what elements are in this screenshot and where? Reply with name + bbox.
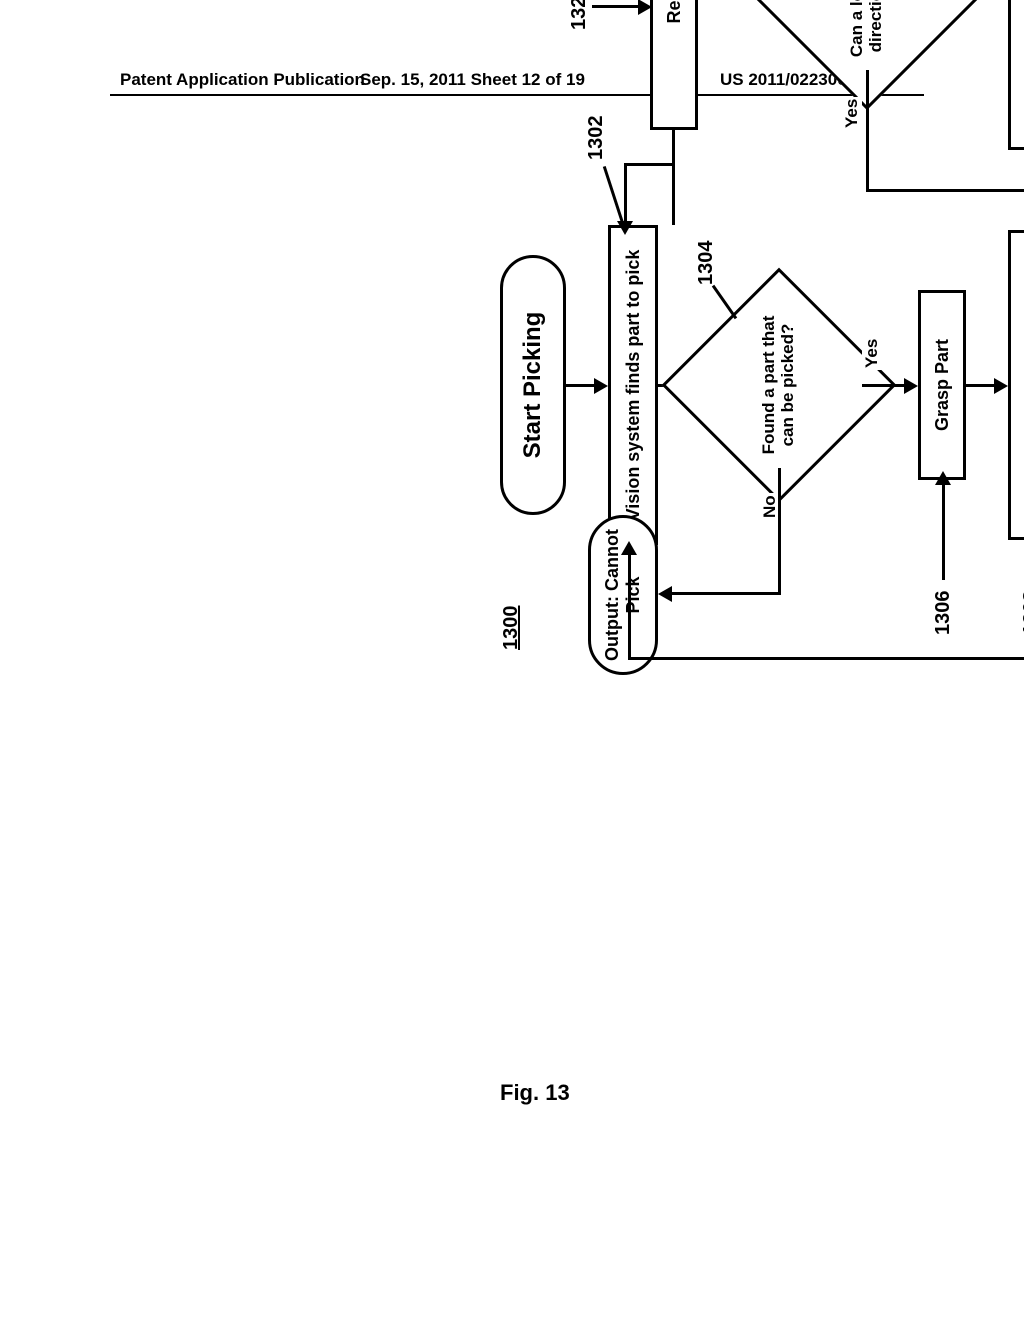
node-movepart: Move part to remove it from bin (1008, 230, 1024, 540)
node-lowres: Can a low resistance direction be found? (770, 0, 964, 70)
node-grasp: Grasp Part (918, 290, 966, 480)
label-yes: Yes (862, 337, 882, 370)
ref-1306: 1306 (932, 591, 955, 636)
arrow-icon (904, 378, 918, 394)
ref-1320: 1320 (568, 0, 591, 30)
figure-caption: Fig. 13 (500, 1080, 570, 1106)
ref-1308: 1308 (1020, 591, 1024, 636)
node-start-label: Start Picking (519, 312, 547, 459)
node-release: Release part (650, 0, 698, 130)
arrow-icon (638, 0, 652, 15)
edge (628, 550, 631, 660)
node-vision-label: Vision system finds part to pick (623, 250, 644, 521)
arrow-icon (658, 586, 672, 602)
arrow-icon (621, 541, 637, 555)
node-vision: Vision system finds part to pick (608, 225, 658, 545)
arrow-icon (594, 378, 608, 394)
arrow-icon (617, 221, 633, 235)
node-cannot: Output: Cannot Pick (588, 515, 658, 675)
page: Patent Application Publication Sep. 15, … (0, 0, 1024, 1320)
ref-1304: 1304 (695, 241, 718, 286)
node-grasp-label: Grasp Part (932, 339, 953, 431)
ref-leader (603, 166, 624, 224)
flowchart-group: 1300 Start Picking Vision system finds p… (500, 0, 1024, 690)
ref-leader (942, 480, 945, 580)
arrow-icon (935, 471, 951, 485)
flowchart: 1300 Start Picking Vision system finds p… (500, 0, 1024, 690)
edge (778, 468, 781, 595)
edge (966, 384, 996, 387)
node-found: Found a part that can be picked? (696, 302, 862, 468)
arrow-icon (994, 378, 1008, 394)
ref-1302: 1302 (585, 116, 608, 161)
header-left: Patent Application Publication (120, 70, 365, 90)
label-yes: Yes (842, 97, 862, 130)
edge (628, 657, 1024, 660)
label-no: No (760, 493, 780, 520)
edge (862, 384, 906, 387)
edge (624, 163, 627, 225)
ref-1300: 1300 (500, 606, 523, 651)
node-start: Start Picking (500, 255, 566, 515)
node-lowres-label: Can a low resistance direction be found? (770, 0, 964, 70)
edge (866, 70, 869, 192)
edge (866, 189, 1024, 192)
node-search: Search for a removal direction with a lo… (1008, 0, 1024, 150)
ref-leader (592, 5, 642, 8)
node-found-label: Found a part that can be picked? (696, 302, 862, 468)
edge (670, 592, 781, 595)
edge (566, 384, 596, 387)
node-release-label: Release part (664, 0, 685, 24)
edge (624, 163, 672, 166)
edge (672, 130, 675, 225)
